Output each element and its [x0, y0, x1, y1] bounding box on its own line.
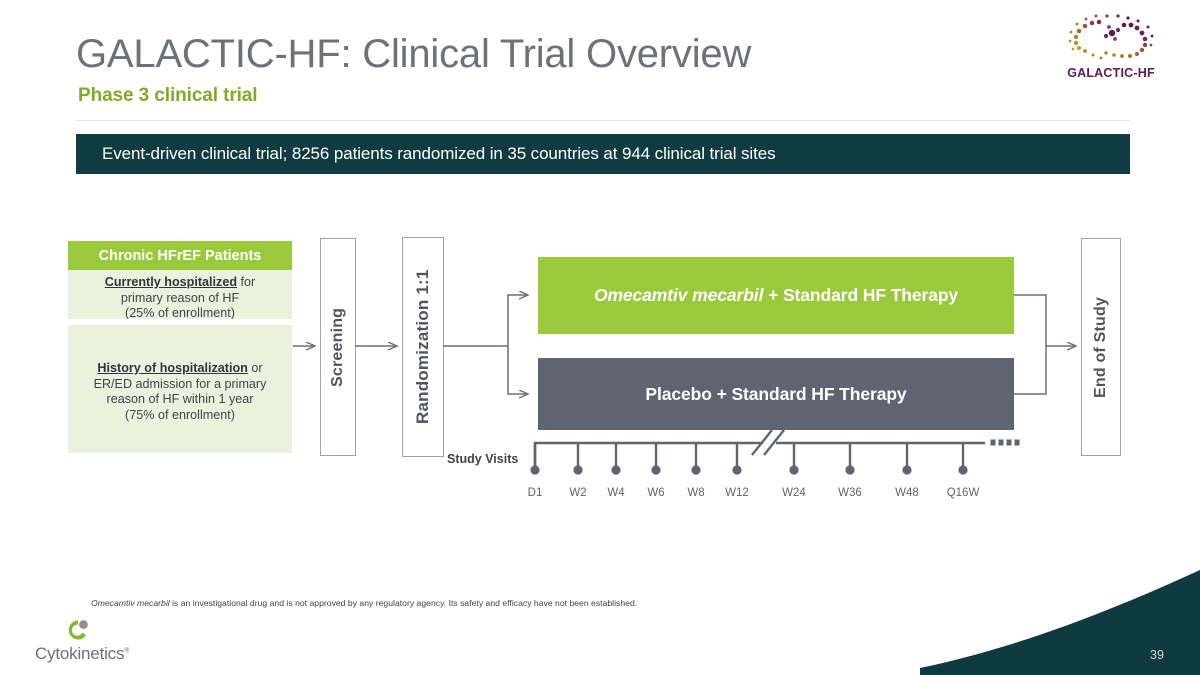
page-number: 39 — [1150, 648, 1164, 662]
arm-active-text: Omecamtiv mecarbil + Standard HF Therapy — [594, 285, 958, 306]
page-title: GALACTIC-HF: Clinical Trial Overview — [76, 32, 752, 76]
group1-lead: Currently hospitalized — [104, 275, 238, 289]
group1-rest: for — [237, 275, 256, 289]
timeline-tick-w36: W36 — [838, 487, 862, 499]
timeline-tick-w12: W12 — [725, 487, 749, 499]
end-of-study-label: End of Study — [1092, 296, 1109, 398]
timeline-tick-w4: W4 — [607, 487, 625, 499]
timeline-tick-d1: D1 — [527, 487, 543, 499]
timeline-tick-w8: W8 — [687, 487, 705, 499]
trademark-symbol: ® — [124, 647, 130, 655]
timeline-tick-w48: W48 — [895, 487, 919, 499]
header-divider — [76, 120, 1130, 121]
summary-banner: Event-driven clinical trial; 8256 patien… — [76, 134, 1130, 174]
company-name: Cytokinetics — [35, 644, 125, 663]
timeline-tick-q16w: Q16W — [946, 487, 980, 499]
treatment-arm-placebo: Placebo + Standard HF Therapy — [538, 358, 1014, 430]
cytokinetics-wordmark: Cytokinetics® — [35, 644, 129, 664]
cytokinetics-logo: Cytokinetics® — [18, 616, 148, 664]
screening-label: Screening — [329, 307, 346, 387]
timeline-tick-w24: W24 — [782, 487, 806, 499]
end-of-study-box: End of Study — [1081, 238, 1121, 456]
footnote-drug: Omecamtiv mecarbil — [91, 598, 170, 608]
population-group-2: History of hospitalization or ER/ED admi… — [68, 361, 292, 423]
page-subtitle: Phase 3 clinical trial — [78, 85, 258, 106]
screening-box: Screening — [320, 238, 356, 456]
group2-rest: or — [247, 361, 263, 375]
randomization-label: Randomization 1:1 — [413, 269, 432, 425]
population-box: Chronic HFrEF Patients Currently hospita… — [68, 241, 292, 453]
footer-swoosh — [920, 570, 1200, 675]
group1-line2: primary reason of HF — [120, 290, 240, 305]
arm-active-drug: Omecamtiv mecarbil — [593, 285, 764, 305]
treatment-arm-active: Omecamtiv mecarbil + Standard HF Therapy — [538, 257, 1014, 334]
logo-wordmark: GALACTIC-HF — [1067, 66, 1155, 80]
group1-line3: (25% of enrollment) — [125, 306, 235, 321]
population-divider — [68, 319, 292, 325]
galaxy-spiral-icon — [1068, 14, 1154, 60]
galactic-hf-logo: GALACTIC-HF — [1052, 8, 1170, 90]
timeline-tick-w6: W6 — [647, 487, 665, 499]
group2-line2: ER/ED admission for a primary — [93, 376, 267, 391]
group2-lead: History of hospitalization — [97, 361, 248, 375]
cytokinetics-mark-icon — [68, 620, 88, 640]
population-group-1: Currently hospitalized for primary reaso… — [68, 275, 292, 322]
population-heading: Chronic HFrEF Patients — [68, 241, 292, 270]
arm-active-suffix: + Standard HF Therapy — [763, 285, 959, 305]
group2-line4: (75% of enrollment) — [125, 407, 235, 422]
group2-line3: reason of HF within 1 year — [106, 392, 254, 407]
summary-banner-text: Event-driven clinical trial; 8256 patien… — [102, 144, 776, 163]
timeline-tick-w2: W2 — [569, 487, 587, 499]
arm-placebo-text: Placebo + Standard HF Therapy — [645, 383, 907, 404]
footnote: Omecamtiv mecarbil is an investigational… — [91, 598, 637, 608]
randomization-box: Randomization 1:1 — [402, 237, 444, 457]
footnote-rest: is an investigational drug and is not ap… — [169, 598, 638, 608]
study-visits-label: Study Visits — [447, 452, 519, 466]
